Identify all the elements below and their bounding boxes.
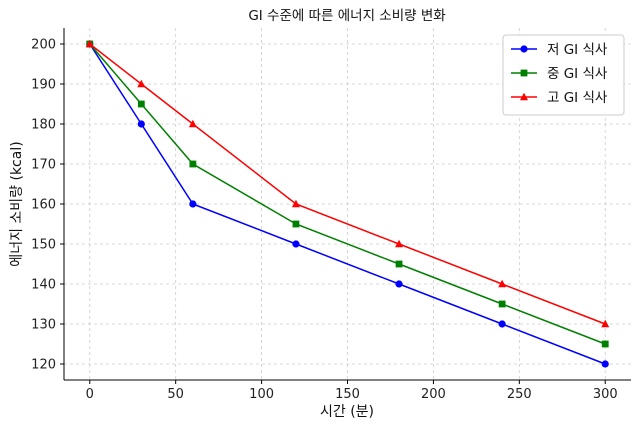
y-tick-label: 180 <box>31 118 56 133</box>
data-point <box>498 300 506 308</box>
data-point <box>189 200 197 208</box>
x-tick-label: 300 <box>593 387 618 402</box>
x-axis-label: 시간 (분) <box>320 404 374 420</box>
data-point <box>188 119 197 128</box>
x-tick-label: 150 <box>335 387 360 402</box>
series-3 <box>85 39 610 328</box>
y-tick-label: 160 <box>31 198 56 213</box>
data-point <box>601 319 610 328</box>
data-point <box>189 160 197 168</box>
legend-swatch-marker <box>520 69 528 77</box>
data-point <box>395 280 403 288</box>
x-tick-label: 0 <box>86 387 94 402</box>
legend: 저 GI 식사중 GI 식사고 GI 식사 <box>502 34 625 116</box>
legend-label: 고 GI 식사 <box>547 90 608 106</box>
data-point <box>137 79 146 88</box>
data-point <box>498 279 507 288</box>
data-point <box>137 100 145 108</box>
y-tick-label: 130 <box>31 318 56 333</box>
legend-item: 저 GI 식사 <box>511 42 608 58</box>
y-tick-label: 200 <box>31 38 56 53</box>
legend-label: 중 GI 식사 <box>547 66 608 82</box>
legend-item: 중 GI 식사 <box>511 66 608 82</box>
y-axis-ticks: 120 130 140 150 160 170 180 190 200 <box>31 38 64 373</box>
legend-swatch-marker <box>520 92 528 101</box>
data-point <box>395 239 404 248</box>
x-tick-label: 250 <box>507 387 532 402</box>
y-tick-label: 150 <box>31 238 56 253</box>
data-point <box>292 220 300 228</box>
legend-frame <box>502 34 625 116</box>
y-tick-label: 170 <box>31 158 56 173</box>
y-tick-label: 120 <box>31 358 56 373</box>
data-point <box>601 340 609 348</box>
x-axis-ticks: 0 50 100 150 200 250 300 <box>86 380 618 402</box>
data-point <box>292 240 300 248</box>
x-tick-label: 200 <box>421 387 446 402</box>
y-tick-label: 190 <box>31 78 56 93</box>
series-1 <box>86 40 609 368</box>
legend-item: 고 GI 식사 <box>511 90 608 106</box>
data-point <box>601 360 609 368</box>
data-point <box>291 199 300 208</box>
legend-label: 저 GI 식사 <box>547 42 608 58</box>
data-point <box>395 260 403 268</box>
x-tick-label: 50 <box>167 387 184 402</box>
data-point <box>137 120 145 128</box>
legend-swatch-marker <box>520 45 528 53</box>
data-point <box>85 39 94 48</box>
series-group <box>85 39 610 368</box>
x-tick-label: 100 <box>249 387 274 402</box>
y-tick-label: 140 <box>31 278 56 293</box>
data-point <box>498 320 506 328</box>
y-axis-label: 에너지 소비량 (kcal) <box>9 141 25 266</box>
chart-title: GI 수준에 따른 에너지 소비량 변화 <box>248 8 445 24</box>
